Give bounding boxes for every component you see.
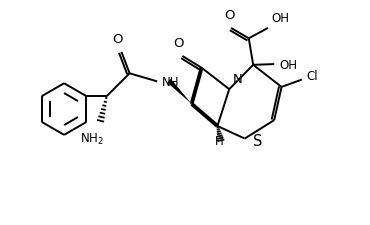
Text: N: N: [233, 72, 243, 85]
Text: NH: NH: [162, 76, 179, 88]
Text: O: O: [112, 33, 123, 46]
Text: OH: OH: [271, 12, 289, 25]
Text: O: O: [224, 9, 235, 22]
Text: NH$_2$: NH$_2$: [80, 131, 104, 146]
Text: H: H: [215, 135, 223, 147]
Text: Cl: Cl: [307, 70, 318, 83]
Text: OH: OH: [279, 58, 297, 71]
Polygon shape: [167, 79, 192, 104]
Text: S: S: [253, 133, 262, 148]
Text: O: O: [174, 37, 184, 50]
